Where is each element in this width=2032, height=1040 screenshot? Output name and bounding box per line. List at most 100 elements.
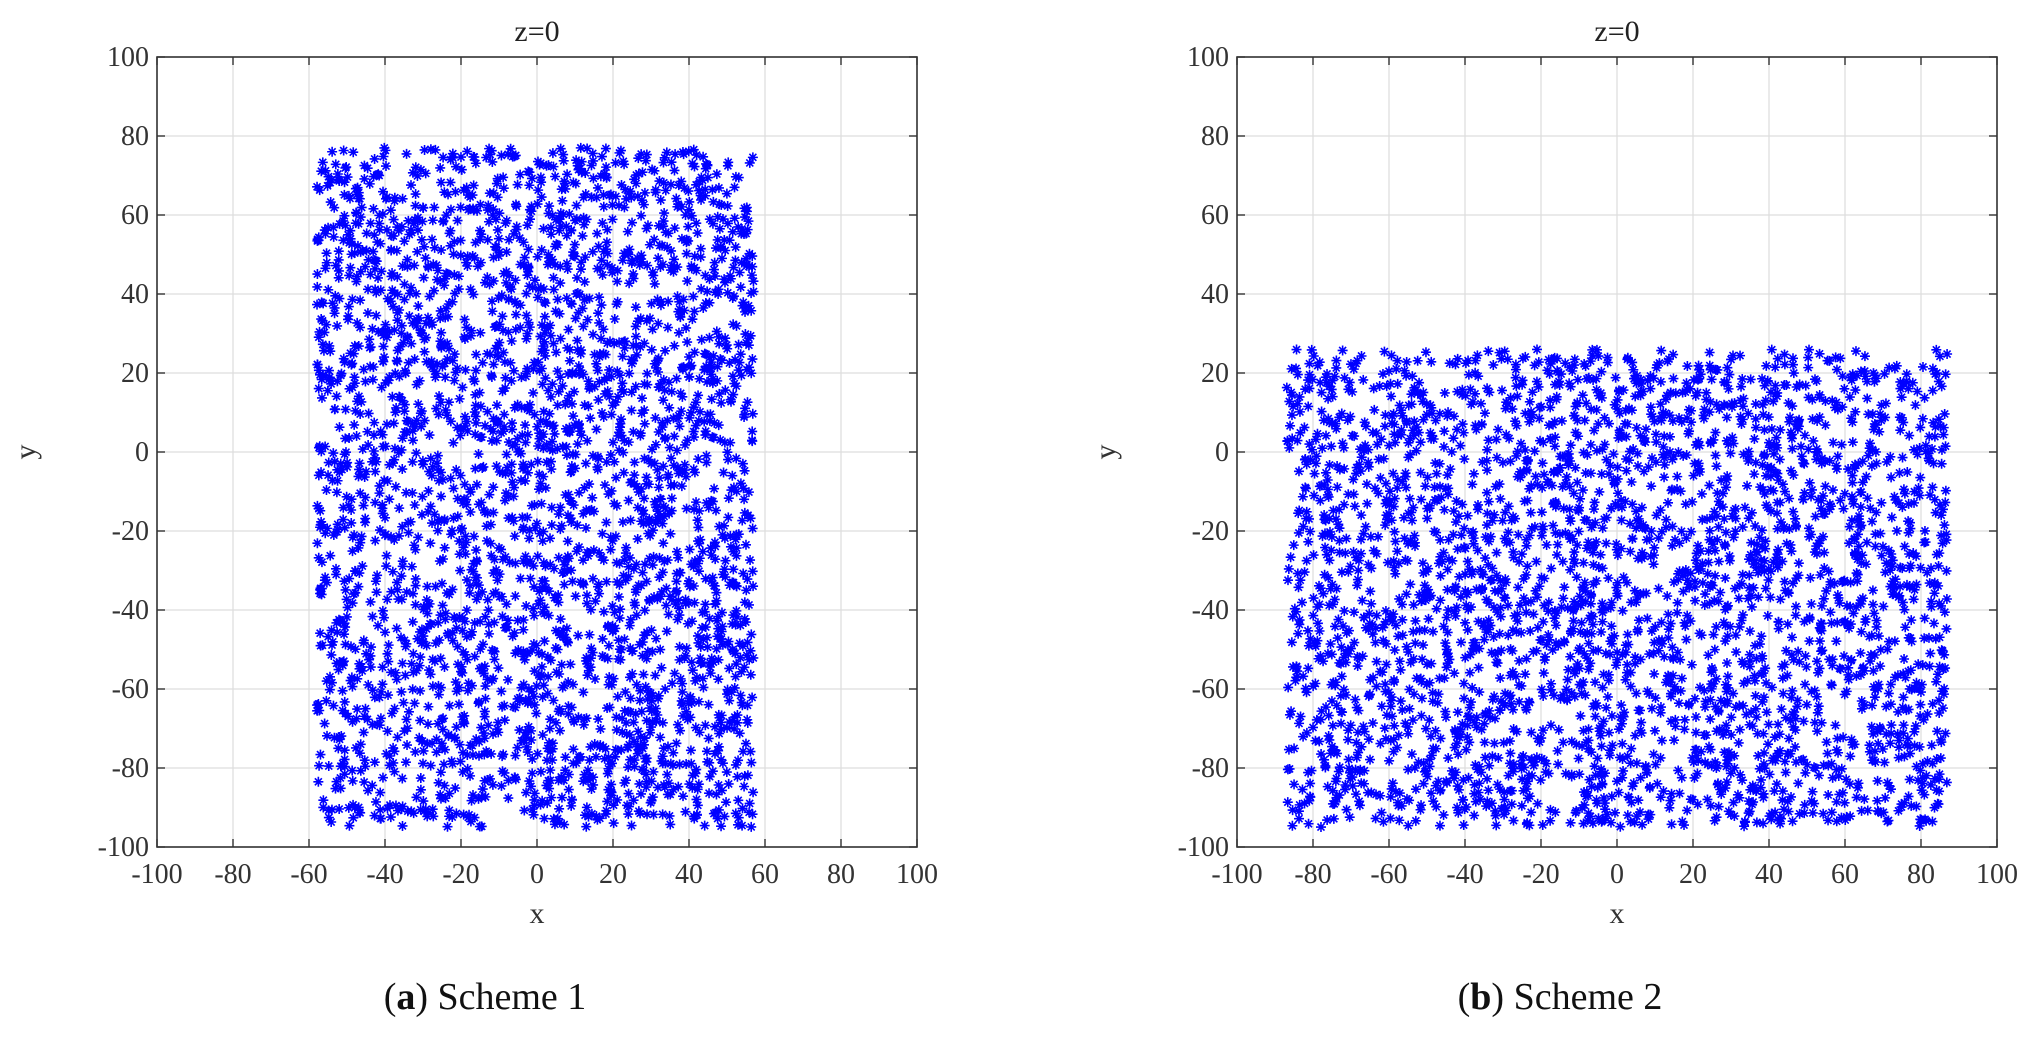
data-point [1843, 669, 1854, 680]
data-point [532, 199, 543, 210]
data-point [711, 587, 722, 598]
data-point [445, 473, 456, 484]
data-point [409, 698, 420, 709]
data-point [1535, 435, 1546, 446]
data-point [1582, 815, 1593, 826]
data-point [741, 228, 752, 239]
data-point [647, 525, 658, 536]
data-point [326, 378, 337, 389]
data-point [449, 236, 460, 247]
data-point [1548, 690, 1559, 701]
data-point [437, 474, 448, 485]
data-point [1337, 345, 1348, 356]
data-point [698, 151, 709, 162]
data-point [716, 634, 727, 645]
data-point [632, 502, 643, 513]
data-point [1490, 810, 1501, 821]
data-point [1586, 404, 1597, 415]
data-point [1604, 649, 1615, 660]
data-point [1585, 658, 1596, 669]
data-point [1415, 437, 1426, 448]
data-point [370, 535, 381, 546]
data-point [648, 551, 659, 562]
data-point [435, 313, 446, 324]
data-point [1650, 457, 1661, 468]
data-point [329, 404, 340, 415]
data-point [540, 561, 551, 572]
data-point [1779, 576, 1790, 587]
data-point [1899, 541, 1910, 552]
data-point [1775, 818, 1786, 829]
data-point [728, 564, 739, 575]
data-point [499, 409, 510, 420]
data-point [731, 611, 742, 622]
data-point [496, 290, 507, 301]
data-point [423, 719, 434, 730]
data-point [1447, 555, 1458, 566]
data-point [684, 371, 695, 382]
data-point [529, 800, 540, 811]
data-point [1724, 369, 1735, 380]
data-point [1769, 786, 1780, 797]
data-point [721, 797, 732, 808]
data-point [584, 479, 595, 490]
data-point [620, 548, 631, 559]
data-point [1846, 515, 1857, 526]
data-point [1339, 372, 1350, 383]
y-axis-label-a: y [9, 445, 42, 460]
data-point [1303, 767, 1314, 778]
data-point [365, 596, 376, 607]
data-point [1838, 651, 1849, 662]
data-point [531, 708, 542, 719]
data-point [1451, 424, 1462, 435]
data-point [1689, 693, 1700, 704]
data-point [423, 701, 434, 712]
data-point [329, 202, 340, 213]
data-point [646, 695, 657, 706]
data-point [501, 277, 512, 288]
data-point [592, 263, 603, 274]
data-point [1934, 661, 1945, 672]
data-point [690, 420, 701, 431]
data-point [664, 402, 675, 413]
data-point [742, 770, 753, 781]
data-point [657, 717, 668, 728]
data-point [708, 264, 719, 275]
data-point [1343, 489, 1354, 500]
data-point [542, 419, 552, 430]
data-point [1425, 427, 1436, 438]
data-point [654, 552, 665, 563]
data-point [646, 625, 657, 636]
data-point [1905, 748, 1916, 759]
data-point [484, 188, 495, 199]
data-point [401, 587, 412, 598]
data-point [1475, 398, 1486, 409]
data-point [740, 738, 751, 749]
data-point [593, 581, 604, 592]
data-point [418, 601, 429, 612]
data-point [1505, 456, 1516, 467]
data-point [1679, 714, 1690, 725]
data-point [316, 392, 327, 403]
data-point [470, 429, 481, 440]
data-point [1386, 350, 1397, 361]
data-point [1640, 761, 1651, 772]
data-point [328, 700, 339, 711]
data-point [1604, 727, 1615, 738]
data-point [510, 702, 521, 713]
data-point [488, 482, 499, 493]
data-point [353, 391, 364, 402]
data-point [744, 599, 755, 610]
data-point [535, 766, 546, 777]
data-point [1470, 355, 1481, 366]
data-point [560, 399, 571, 410]
data-point [579, 400, 590, 411]
data-point [1804, 636, 1815, 647]
data-point [384, 326, 395, 337]
data-point [1847, 477, 1858, 488]
data-point [696, 194, 707, 205]
data-point [535, 172, 546, 183]
data-point [716, 724, 727, 735]
data-point [316, 446, 327, 457]
data-point [539, 813, 550, 824]
